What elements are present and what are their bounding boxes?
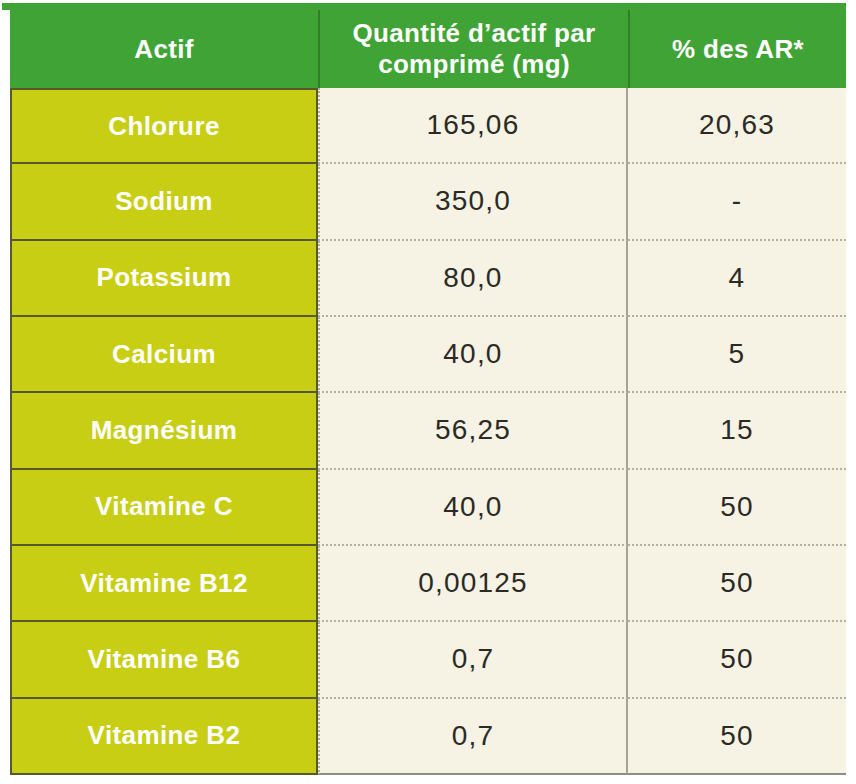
value-cell: 50 (628, 470, 846, 546)
value-cell: 40,0 (318, 317, 628, 393)
value-cell: 40,0 (318, 470, 628, 546)
row-label-cell: Vitamine B12 (10, 546, 318, 622)
row-label-cell: Vitamine B6 (10, 622, 318, 698)
row-label-cell: Chlorure (10, 88, 318, 164)
row-label-cell: Calcium (10, 317, 318, 393)
value-cell: 5 (628, 317, 846, 393)
value-cell: 0,7 (318, 622, 628, 698)
value-cell: 50 (628, 699, 846, 775)
nutrition-table-figure: Actif Quantité d’actif par comprimé (mg)… (0, 0, 856, 784)
value-cell: 20,63 (628, 88, 846, 164)
row-label-cell: Vitamine C (10, 470, 318, 546)
value-cell: 50 (628, 622, 846, 698)
value-cell: 80,0 (318, 241, 628, 317)
column-header-pct-ar: % des AR* (628, 10, 846, 88)
value-cell: 4 (628, 241, 846, 317)
row-label-cell: Vitamine B2 (10, 699, 318, 775)
value-cell: - (628, 164, 846, 240)
row-label-cell: Potassium (10, 241, 318, 317)
table-header-row: Actif Quantité d’actif par comprimé (mg)… (10, 10, 846, 88)
value-cell: 0,7 (318, 699, 628, 775)
row-label-cell: Magnésium (10, 393, 318, 469)
value-cell: 0,00125 (318, 546, 628, 622)
value-cell: 165,06 (318, 88, 628, 164)
row-label-cell: Sodium (10, 164, 318, 240)
value-cell: 56,25 (318, 393, 628, 469)
table-body: Chlorure165,0620,63 Sodium350,0- Potassium… (10, 88, 846, 775)
header-top-strip (2, 3, 846, 10)
value-cell: 50 (628, 546, 846, 622)
value-cell: 350,0 (318, 164, 628, 240)
value-cell: 15 (628, 393, 846, 469)
column-header-actif: Actif (10, 10, 318, 88)
column-header-quantite-par-comprime: Quantité d’actif par comprimé (mg) (318, 10, 628, 88)
